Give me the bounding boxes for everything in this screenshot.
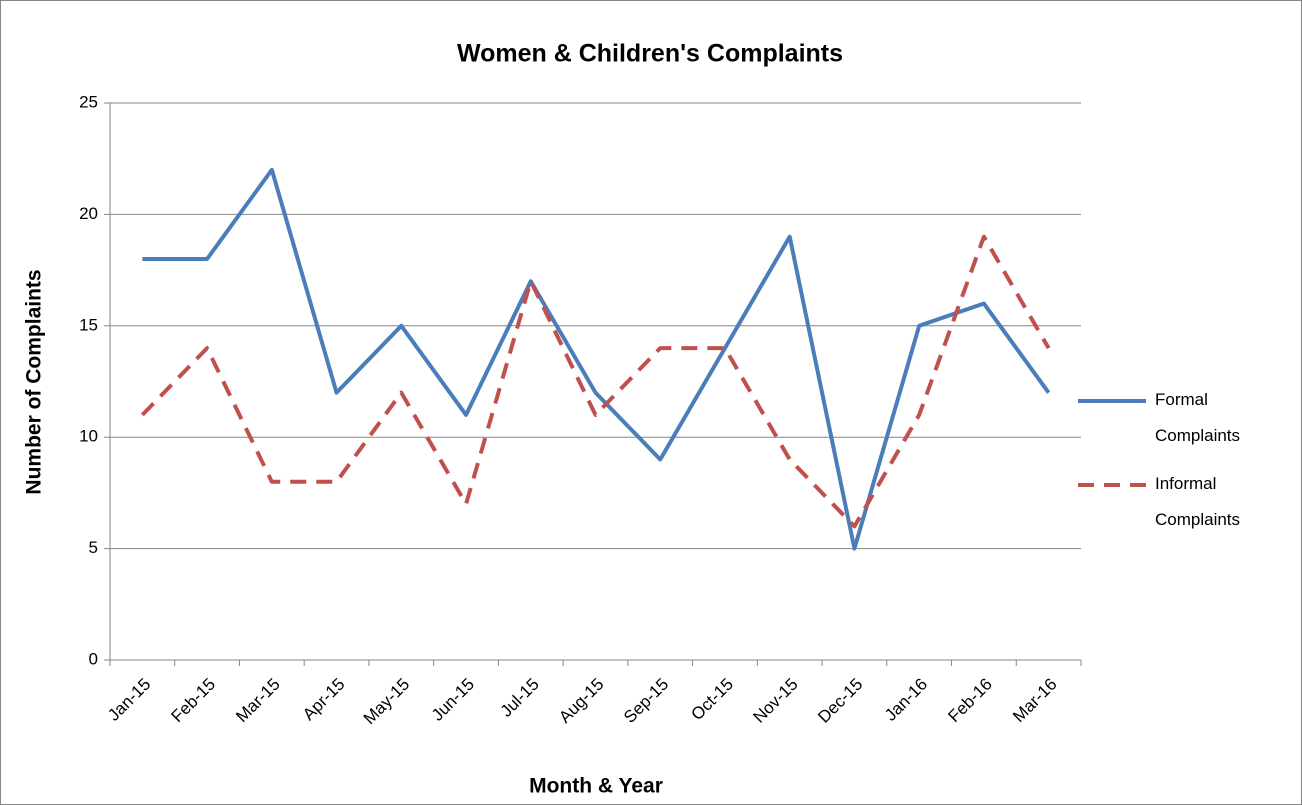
legend-label: Formal Complaints (1155, 390, 1240, 445)
y-tick-label: 10 (79, 427, 98, 446)
y-tick-label: 25 (79, 92, 98, 111)
y-tick-label: 20 (79, 204, 98, 223)
y-tick-label: 5 (89, 538, 98, 557)
legend-label: Informal Complaints (1155, 474, 1240, 529)
y-tick-label: 0 (89, 649, 98, 668)
chart-title: Women & Children's Complaints (457, 40, 843, 68)
x-axis-title: Month & Year (529, 775, 663, 798)
series-line (140, 234, 1051, 529)
y-axis-title: Number of Complaints (23, 269, 46, 494)
y-tick-label: 15 (79, 315, 98, 334)
series-line (142, 167, 1051, 551)
